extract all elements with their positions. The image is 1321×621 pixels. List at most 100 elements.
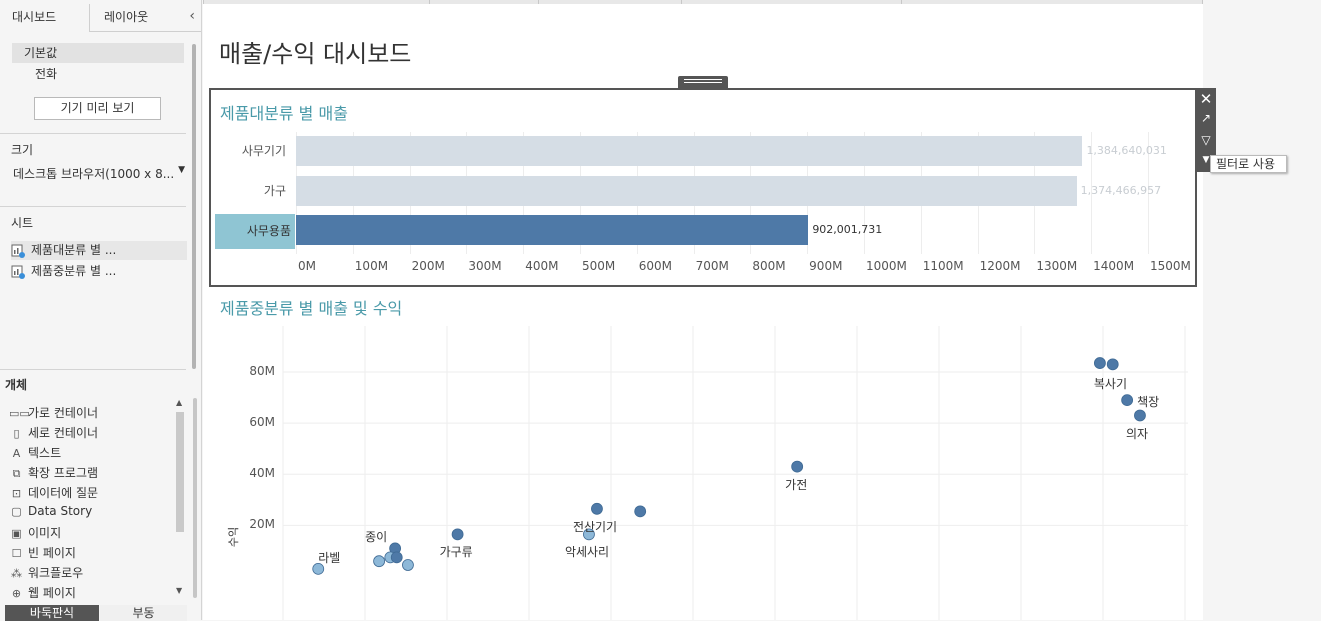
size-select[interactable]: 데스크톱 브라우저(1000 x 8... ▼ bbox=[13, 165, 185, 182]
scatter-point[interactable] bbox=[1106, 358, 1119, 371]
object-item-label: 워크플로우 bbox=[28, 566, 84, 580]
filter-icon[interactable]: ▽ bbox=[1201, 133, 1211, 147]
scatter-point[interactable] bbox=[373, 555, 386, 568]
data-story-icon: ▢ bbox=[11, 505, 22, 518]
selected-sheet-frame[interactable] bbox=[209, 88, 1197, 287]
scatter-point[interactable] bbox=[402, 559, 414, 571]
scatter-point[interactable] bbox=[1134, 409, 1146, 422]
scatter-point[interactable] bbox=[1094, 357, 1106, 369]
tab-dashboard[interactable]: 대시보드 bbox=[0, 4, 90, 32]
y-tick-label: 80M bbox=[249, 364, 275, 379]
sheet-item[interactable]: 제품대분류 별 ... bbox=[11, 241, 187, 260]
horizontal-container-icon: ▭▭ bbox=[9, 407, 30, 420]
filter-tooltip: 필터로 사용 bbox=[1210, 155, 1287, 173]
object-item-label: 세로 컨테이너 bbox=[28, 426, 99, 440]
bar-category-label[interactable]: 가구 bbox=[263, 184, 286, 198]
sheet-item[interactable]: 제품중분류 별 ... bbox=[11, 262, 187, 281]
object-item[interactable]: ⊡ 데이터에 질문 bbox=[9, 484, 98, 501]
scatter-point[interactable] bbox=[791, 460, 804, 473]
bar[interactable] bbox=[296, 176, 1077, 206]
tab-tiled[interactable]: 바둑판식 bbox=[5, 605, 99, 621]
open-sheet-icon[interactable]: ↗ bbox=[1200, 111, 1212, 125]
y-axis-title: 수익 bbox=[227, 526, 241, 548]
objects-scrollbar[interactable]: ▲ ▼ bbox=[174, 398, 186, 598]
y-tick-label: 20M bbox=[249, 517, 275, 532]
x-tick-label: 300M bbox=[468, 259, 502, 273]
point-label: 의자 bbox=[1125, 427, 1149, 442]
pane-scrollbar[interactable] bbox=[193, 398, 197, 598]
sheet-used-icon bbox=[11, 265, 25, 279]
chevron-down-icon: ▼ bbox=[178, 165, 185, 175]
bar[interactable] bbox=[296, 215, 809, 245]
object-item-label: 빈 페이지 bbox=[28, 546, 76, 560]
object-item[interactable]: ⧉ 확장 프로그램 bbox=[9, 464, 99, 481]
text-icon: A bbox=[12, 447, 21, 460]
x-tick-label: 700M bbox=[695, 259, 729, 273]
collapse-pane-icon[interactable]: ‹ bbox=[189, 8, 195, 24]
device-phone[interactable]: 전화 bbox=[35, 67, 58, 81]
x-tick-label: 500M bbox=[581, 259, 616, 273]
move-handle[interactable] bbox=[678, 76, 728, 88]
divider bbox=[0, 133, 186, 134]
object-item[interactable]: ⊕ 웹 페이지 bbox=[9, 584, 76, 601]
scatter-point[interactable] bbox=[312, 562, 325, 575]
vertical-container-icon: ▯ bbox=[13, 427, 20, 440]
point-label: 복사기 bbox=[1093, 377, 1128, 392]
sheet-item-label: 제품대분류 별 ... bbox=[31, 243, 117, 257]
object-item-label: 가로 컨테이너 bbox=[28, 406, 99, 420]
divider bbox=[0, 369, 186, 370]
x-tick-label: 600M bbox=[638, 259, 673, 273]
extension-icon: ⧉ bbox=[12, 467, 21, 480]
scatter-point[interactable] bbox=[583, 528, 595, 541]
gridline bbox=[1091, 132, 1093, 254]
scatter-point[interactable] bbox=[1121, 394, 1134, 407]
tab-floating[interactable]: 부동 bbox=[100, 605, 187, 621]
dashboard-side-pane: 대시보드 레이아웃 ‹ 기본값 전화 기기 미리 보기 크기 데스크톱 브라우저… bbox=[0, 0, 202, 621]
size-heading: 크기 bbox=[11, 143, 34, 157]
object-item[interactable]: ▢ Data Story bbox=[9, 504, 92, 518]
scatter-point[interactable] bbox=[451, 528, 464, 541]
bar[interactable] bbox=[296, 136, 1083, 166]
size-select-value: 데스크톱 브라우저(1000 x 8... bbox=[13, 167, 175, 181]
tab-layout[interactable]: 레이아웃 bbox=[104, 10, 149, 24]
scroll-up-icon[interactable]: ▲ bbox=[176, 398, 183, 407]
bar-value-label: 902,001,731 bbox=[812, 223, 883, 236]
object-item[interactable]: A 텍스트 bbox=[9, 444, 61, 461]
object-item[interactable]: ☐ 빈 페이지 bbox=[9, 544, 76, 561]
dashboard-title: 매출/수익 대시보드 bbox=[219, 40, 412, 68]
object-item-label: 확장 프로그램 bbox=[28, 466, 99, 480]
object-item-label: 이미지 bbox=[28, 526, 62, 540]
object-item[interactable]: ▣ 이미지 bbox=[9, 524, 61, 541]
x-tick-label: 100M bbox=[354, 259, 389, 273]
bar-value-label: 1,374,466,957 bbox=[1080, 184, 1162, 197]
object-item[interactable]: ▯ 세로 컨테이너 bbox=[9, 424, 98, 441]
x-tick-label: 1400M bbox=[1093, 259, 1135, 273]
point-label: 라벨 bbox=[318, 550, 341, 565]
bar-category-label[interactable]: 사무용품 bbox=[215, 214, 295, 249]
pane-scrollbar[interactable] bbox=[190, 42, 196, 372]
objects-heading: 개체 bbox=[5, 378, 28, 392]
image-icon: ▣ bbox=[11, 527, 22, 540]
object-item[interactable]: ⁂ 워크플로우 bbox=[9, 564, 83, 581]
point-label: 악세사리 bbox=[564, 545, 610, 560]
x-tick-label: 1200M bbox=[979, 259, 1021, 273]
y-tick-label: 60M bbox=[249, 415, 275, 430]
bar-value-label: 1,384,640,031 bbox=[1086, 144, 1167, 157]
point-label: 전산기기 bbox=[572, 519, 618, 534]
bar-chart-title: 제품대분류 별 매출 bbox=[220, 104, 348, 123]
device-default[interactable]: 기본값 bbox=[12, 43, 184, 63]
chevron-down-icon[interactable]: ▼ bbox=[1202, 155, 1210, 165]
bar-category-label[interactable]: 사무기기 bbox=[241, 144, 286, 158]
scatter-point[interactable] bbox=[634, 505, 647, 518]
object-item[interactable]: ▭▭가로 컨테이너 bbox=[9, 404, 98, 421]
side-pane-tabs: 대시보드 레이아웃 ‹ bbox=[0, 4, 201, 32]
object-item-label: 데이터에 질문 bbox=[28, 486, 99, 500]
x-tick-label: 900M bbox=[809, 259, 843, 273]
point-label: 종이 bbox=[365, 530, 388, 545]
device-preview-button[interactable]: 기기 미리 보기 bbox=[34, 97, 161, 120]
workflow-icon: ⁂ bbox=[11, 567, 22, 580]
close-icon[interactable]: ✕ bbox=[1199, 90, 1213, 108]
scatter-point[interactable] bbox=[390, 551, 403, 564]
scatter-point[interactable] bbox=[591, 502, 603, 515]
scroll-down-icon[interactable]: ▼ bbox=[176, 586, 183, 595]
